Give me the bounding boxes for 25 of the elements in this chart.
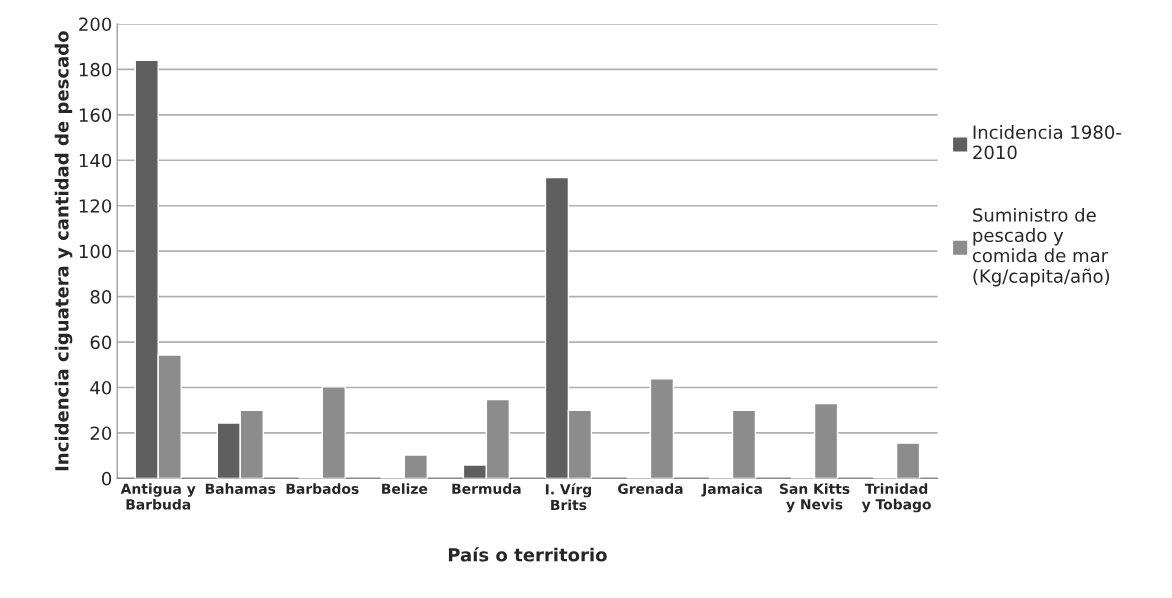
x-tick-label: Antigua y Barbuda <box>120 483 196 510</box>
y-tick-label: 140 <box>79 153 112 168</box>
x-tick-label: San Kitts y Nevis <box>779 483 850 513</box>
y-tick-label: 100 <box>79 244 112 259</box>
x-axis-title: País o territorio <box>448 546 607 562</box>
x-tick-label: Trinidad y Tobago <box>861 483 931 513</box>
x-tick-label: Bermuda <box>452 483 521 495</box>
y-tick-label: 180 <box>79 62 112 77</box>
y-tick-label: 80 <box>90 290 112 304</box>
x-tick-label: Grenada <box>618 483 683 495</box>
x-tick-label: Belize <box>382 483 428 495</box>
y-tick-label: 120 <box>79 199 112 213</box>
y-tick-label: 160 <box>79 108 112 122</box>
legend-label: Suministro de pescado y comida de mar (Kg/capita/año) <box>972 207 1110 287</box>
y-tick-label: 60 <box>90 335 112 350</box>
x-tick-label: Jamaica <box>701 483 762 497</box>
y-tick-label: 40 <box>90 380 112 395</box>
y-tick-label: 0 <box>102 471 112 486</box>
x-tick-label: Bahamas <box>205 483 276 495</box>
legend-label: Incidencia 1980- 2010 <box>973 125 1121 160</box>
x-tick-label: I. Vírg Brits <box>545 483 592 511</box>
x-tick-label: Barbados <box>286 483 359 495</box>
y-axis-title: Incidencia ciguatera y cantidad de pescado <box>54 31 73 471</box>
y-tick-label: 20 <box>90 426 112 441</box>
y-tick-label: 200 <box>79 17 112 32</box>
